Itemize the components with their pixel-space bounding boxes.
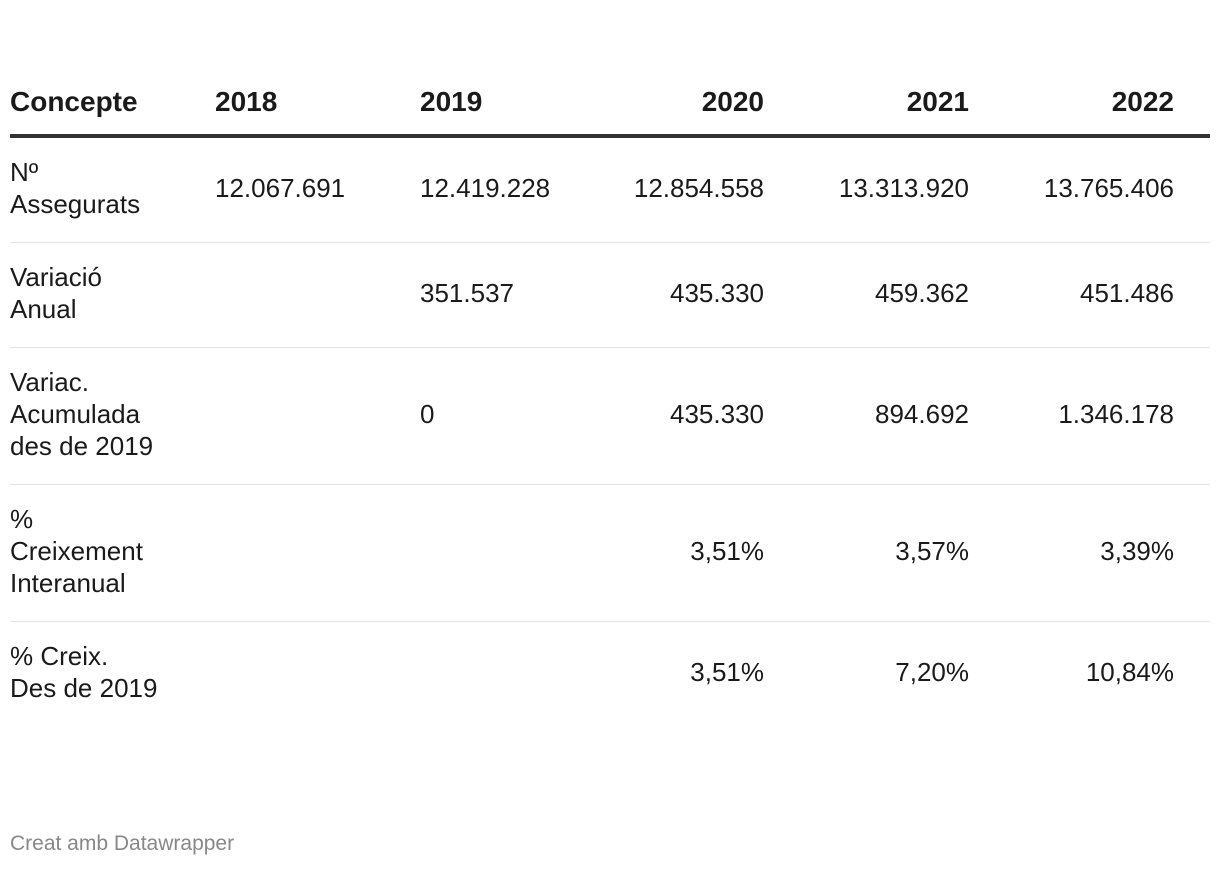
data-table: Concepte 2018 2019 2020 2021 2022 Nº Ass… <box>10 70 1210 726</box>
table-body: Nº Assegurats 12.067.691 12.419.228 12.8… <box>10 136 1210 726</box>
data-table-container: Concepte 2018 2019 2020 2021 2022 Nº Ass… <box>10 70 1210 726</box>
table-cell: 435.330 <box>595 347 800 485</box>
table-row: Nº Assegurats 12.067.691 12.419.228 12.8… <box>10 136 1210 243</box>
column-header-2022[interactable]: 2022 <box>1005 70 1210 138</box>
table-cell: 3,39% <box>1005 484 1210 622</box>
datawrapper-credit[interactable]: Creat amb Datawrapper <box>10 832 235 855</box>
table-cell <box>215 484 420 622</box>
table-row: Variac. Acumulada des de 2019 0 435.330 … <box>10 347 1210 485</box>
column-header-2019[interactable]: 2019 <box>420 70 595 138</box>
table-cell: 13.313.920 <box>800 136 1005 243</box>
table-cell: 1.346.178 <box>1005 347 1210 485</box>
table-cell: 0 <box>420 347 595 485</box>
table-cell: 435.330 <box>595 242 800 348</box>
table-cell <box>420 484 595 622</box>
row-label: % Creixement Interanual <box>10 484 215 622</box>
table-cell: 451.486 <box>1005 242 1210 348</box>
header-row: Concepte 2018 2019 2020 2021 2022 <box>10 70 1210 138</box>
table-cell: 12.854.558 <box>595 136 800 243</box>
table-row: % Creixement Interanual 3,51% 3,57% 3,39… <box>10 484 1210 622</box>
row-label: % Creix. Des de 2019 <box>10 641 158 703</box>
row-label: Variac. Acumulada des de 2019 <box>10 347 215 485</box>
table-cell: 894.692 <box>800 347 1005 485</box>
table-row: Variació Anual 351.537 435.330 459.362 4… <box>10 242 1210 348</box>
column-header-2018[interactable]: 2018 <box>215 70 420 138</box>
table-cell: 351.537 <box>420 242 595 348</box>
table-cell: 3,51% <box>595 484 800 622</box>
column-header-concepte[interactable]: Concepte <box>10 70 215 138</box>
table-cell <box>215 347 420 485</box>
table-cell: 7,20% <box>895 657 969 687</box>
column-header-2020[interactable]: 2020 <box>595 70 800 138</box>
table-cell: 12.067.691 <box>215 136 420 243</box>
column-header-2021[interactable]: 2021 <box>800 70 1005 138</box>
table-cell <box>215 622 420 727</box>
table-cell: 10,84% <box>1085 657 1174 687</box>
table-cell: 3,57% <box>800 484 1005 622</box>
table-cell: 13.765.406 <box>1005 136 1210 243</box>
table-header: Concepte 2018 2019 2020 2021 2022 <box>10 70 1210 138</box>
row-label: Nº Assegurats <box>10 136 215 243</box>
table-cell: 3,51% <box>690 657 764 687</box>
table-cell: 459.362 <box>800 242 1005 348</box>
row-label: Variació Anual <box>10 242 215 348</box>
table-cell: 12.419.228 <box>420 136 595 243</box>
table-cell <box>215 242 420 348</box>
table-cell <box>420 622 595 727</box>
table-row: % Creix. Des de 2019 3,51% 7,20% 10,84% <box>10 622 1210 727</box>
